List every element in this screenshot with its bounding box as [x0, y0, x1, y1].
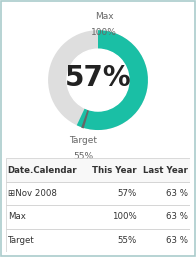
Text: Target: Target — [8, 236, 34, 245]
Text: Max: Max — [95, 12, 113, 21]
Text: Max: Max — [8, 212, 26, 221]
Wedge shape — [48, 30, 148, 130]
Wedge shape — [77, 30, 148, 130]
FancyBboxPatch shape — [6, 159, 190, 182]
Text: 57%: 57% — [117, 189, 137, 198]
Text: 55%: 55% — [117, 236, 137, 245]
Text: ⊞Nov 2008: ⊞Nov 2008 — [8, 189, 57, 198]
Text: Last Year: Last Year — [143, 166, 188, 175]
Text: 63 %: 63 % — [166, 189, 188, 198]
FancyBboxPatch shape — [6, 228, 190, 252]
FancyBboxPatch shape — [6, 205, 190, 228]
Text: 100%: 100% — [112, 212, 137, 221]
Text: Target: Target — [69, 136, 97, 145]
Text: 57%: 57% — [65, 63, 131, 91]
FancyBboxPatch shape — [6, 182, 190, 205]
Text: This Year: This Year — [92, 166, 137, 175]
Wedge shape — [81, 109, 89, 128]
Text: 63 %: 63 % — [166, 212, 188, 221]
Text: 100%: 100% — [91, 28, 117, 37]
Text: 55%: 55% — [73, 152, 93, 161]
Text: 63 %: 63 % — [166, 236, 188, 245]
Circle shape — [67, 49, 129, 111]
Text: Date.Calendar: Date.Calendar — [8, 166, 77, 175]
